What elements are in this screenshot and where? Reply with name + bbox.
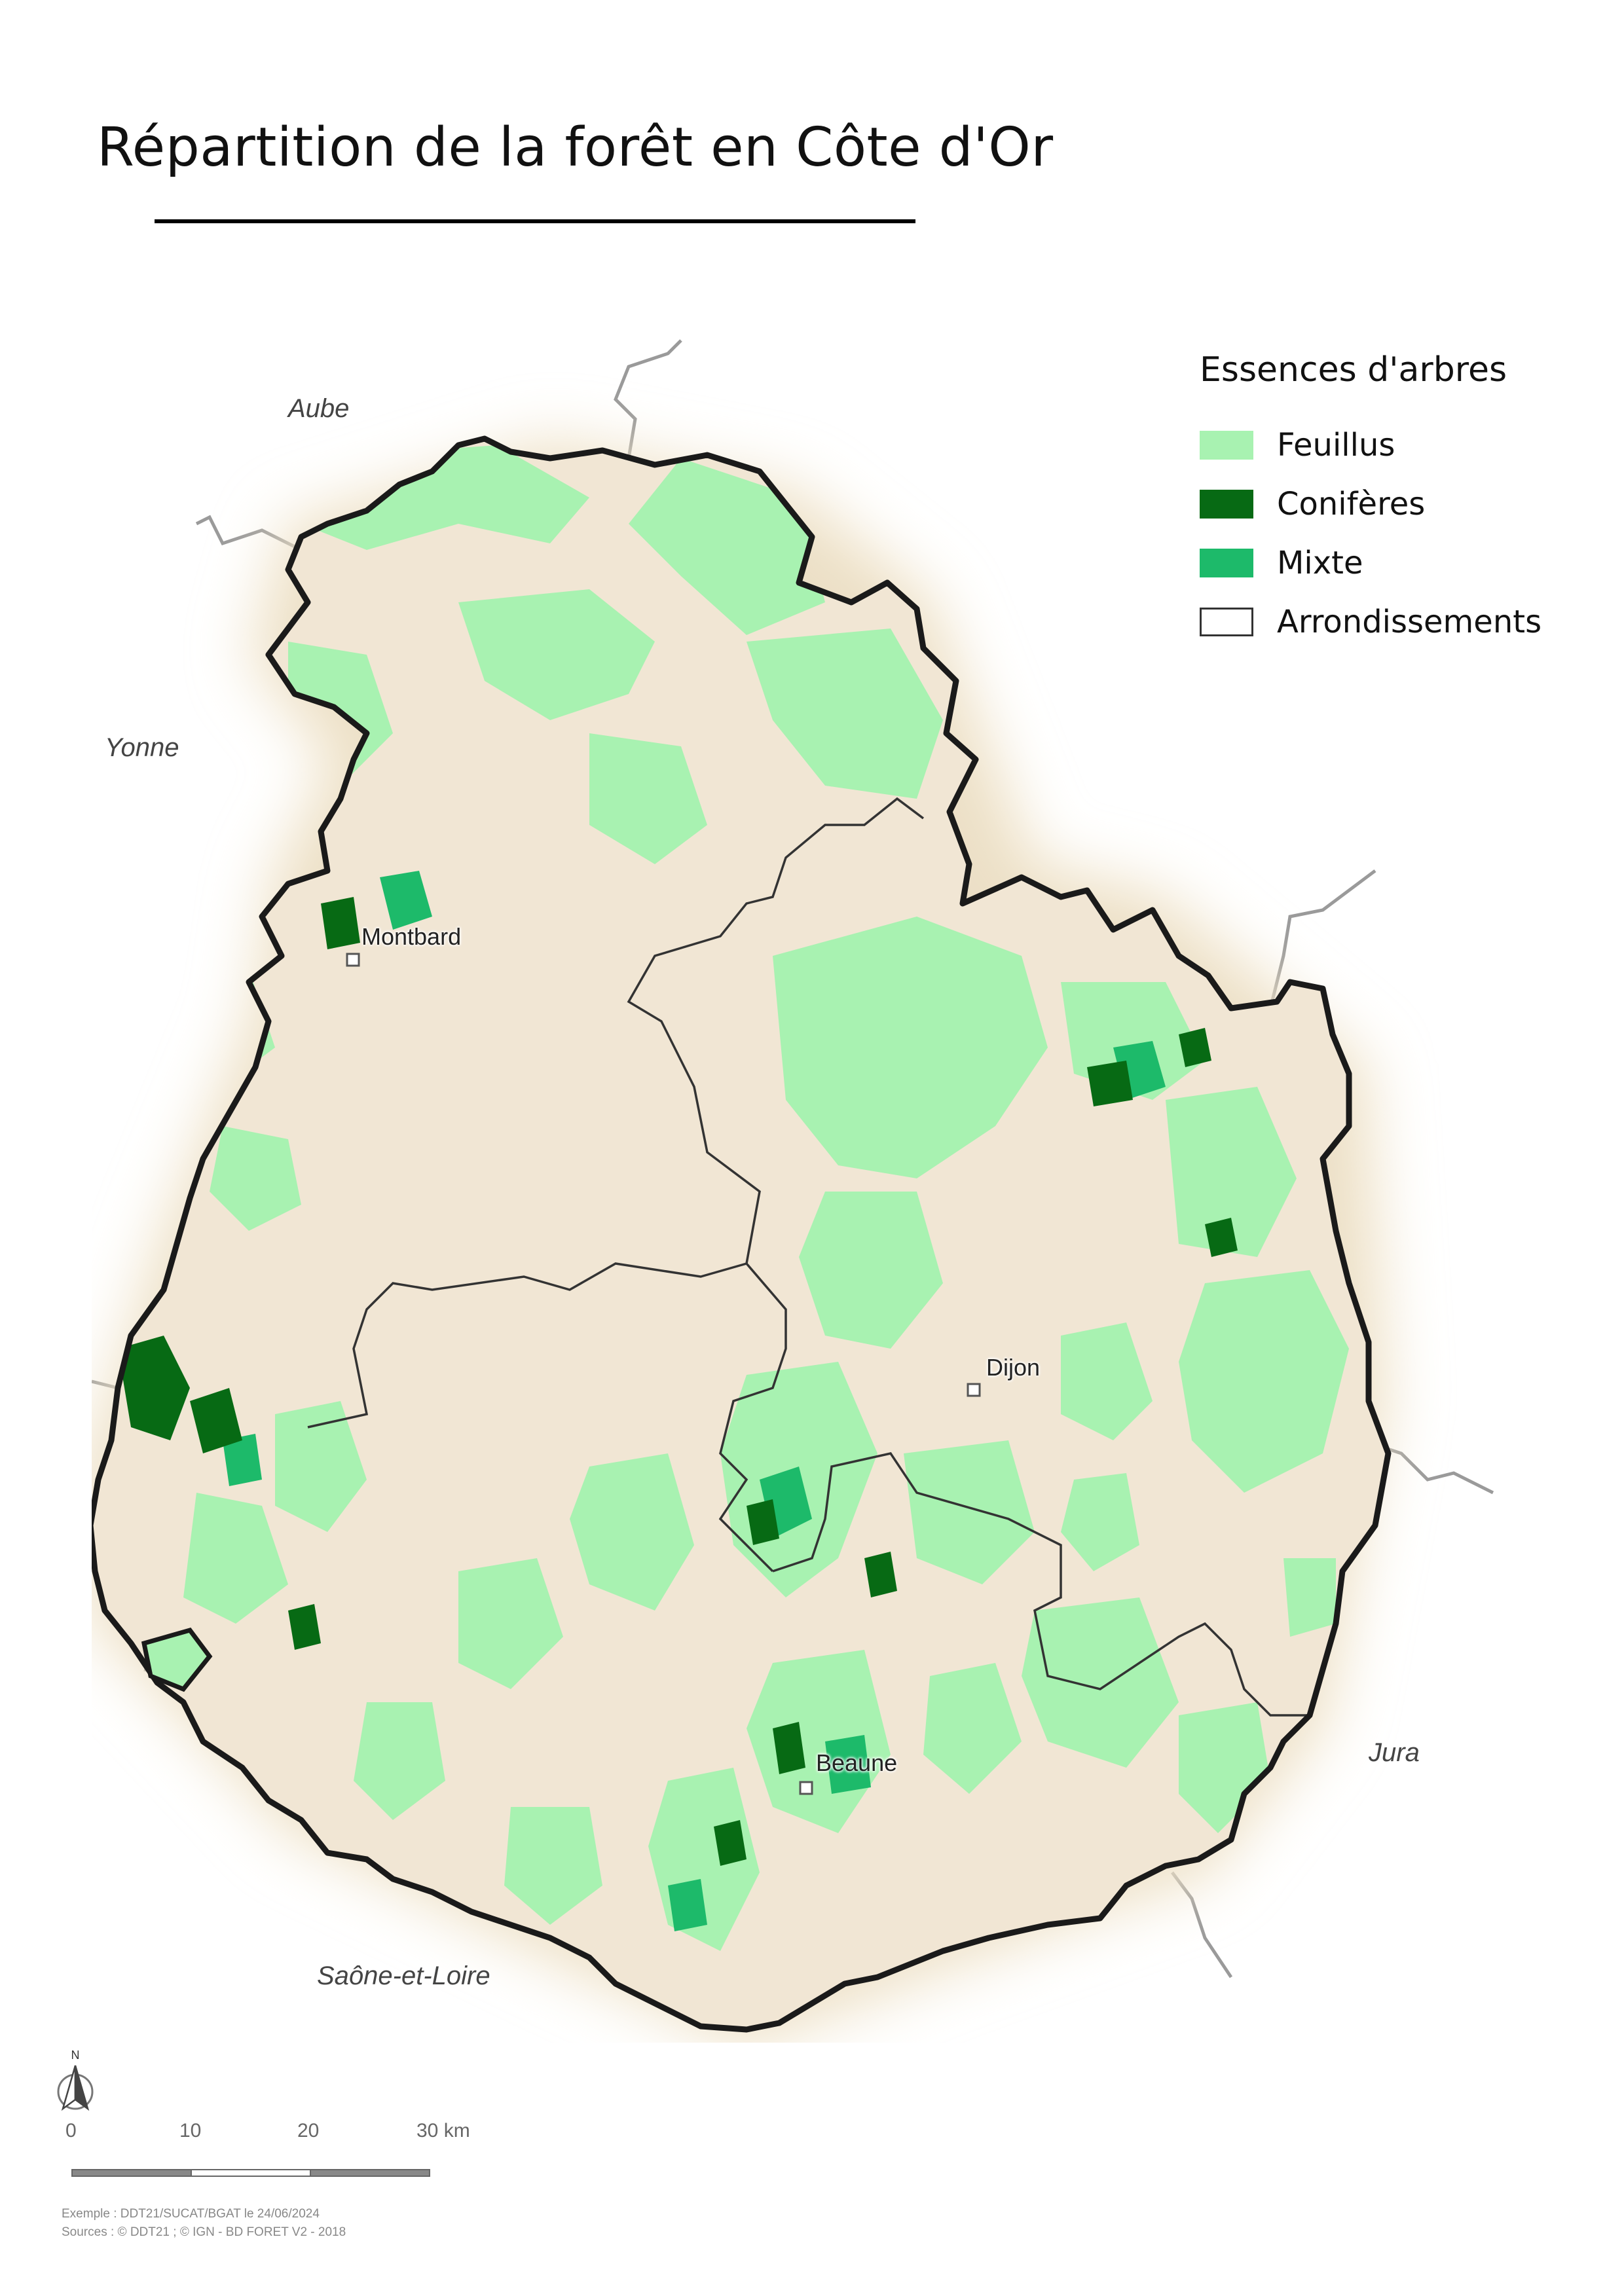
legend-label-arrondissements: Arrondissements (1277, 604, 1542, 640)
forest-mixte (223, 871, 1166, 1931)
legend-item-arrondissements: Arrondissements (1200, 592, 1541, 651)
neighbor-label-jura: Jura (1369, 1738, 1420, 1767)
legend-label-mixte: Mixte (1277, 545, 1363, 581)
legend-swatch-feuillus (1200, 431, 1253, 460)
legend: Essences d'arbres Feuillus Conifères Mix… (1200, 350, 1541, 651)
credits-line-1: Exemple : DDT21/SUCAT/BGAT le 24/06/2024 (62, 2207, 320, 2221)
neighbor-label-aube: Aube (288, 394, 350, 423)
department-map (92, 339, 1494, 2043)
legend-label-coniferes: Conifères (1277, 486, 1426, 522)
city-label-beaune: Beaune (816, 1749, 898, 1776)
scale-bar-graphic (71, 2169, 430, 2177)
north-label: N (71, 2049, 80, 2062)
scale-tick-0: 0 (65, 2120, 77, 2141)
department-border (92, 435, 1392, 2033)
scale-segment-1 (71, 2169, 192, 2177)
scale-tick-20: 20 (297, 2120, 320, 2141)
scale-tick-30: 30 km (416, 2120, 470, 2141)
legend-swatch-arrondissements (1200, 608, 1253, 636)
legend-item-feuillus: Feuillus (1200, 416, 1541, 475)
scale-segment-2 (191, 2169, 311, 2177)
neighbor-label-saone-et-loire: Saône-et-Loire (317, 1961, 490, 1990)
scale-tick-10: 10 (179, 2120, 202, 2141)
city-label-montbard: Montbard (361, 923, 462, 950)
exclave (141, 1627, 213, 1692)
legend-swatch-coniferes (1200, 490, 1253, 519)
credits: Exemple : DDT21/SUCAT/BGAT le 24/06/2024… (62, 2205, 346, 2242)
credits-line-2: Sources : © DDT21 ; © IGN - BD FORET V2 … (62, 2225, 346, 2239)
legend-item-coniferes: Conifères (1200, 475, 1541, 534)
city-marker-dijon (967, 1383, 981, 1397)
north-arrow-left (61, 2065, 77, 2111)
arrondissement-borders (307, 797, 1310, 1717)
north-arrow-right (74, 2065, 90, 2111)
neighbor-label-yonne: Yonne (105, 733, 179, 762)
map-title: Répartition de la forêt en Côte d'Or (97, 117, 1054, 179)
scale-segment-3 (310, 2169, 430, 2177)
scale-bar: 0 10 20 30 km (65, 2120, 524, 2192)
city-marker-montbard (346, 953, 360, 967)
city-marker-beaune (799, 1781, 813, 1795)
legend-label-feuillus: Feuillus (1277, 427, 1395, 464)
legend-item-mixte: Mixte (1200, 534, 1541, 592)
title-underline (155, 219, 915, 223)
legend-swatch-mixte (1200, 549, 1253, 577)
city-label-dijon: Dijon (986, 1354, 1041, 1381)
north-arrow-icon: N (57, 2049, 94, 2111)
legend-title: Essences d'arbres (1200, 350, 1507, 390)
